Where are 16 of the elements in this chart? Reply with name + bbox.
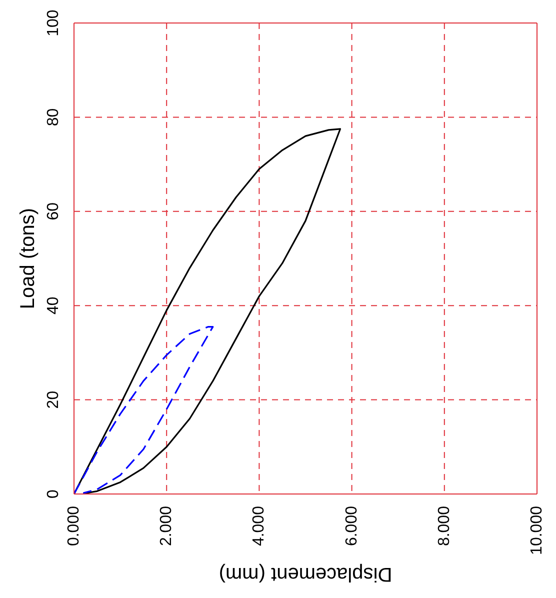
x-tick-label: 2.000 [158, 506, 176, 546]
y-tick-label: 60 [45, 202, 62, 220]
line-series [74, 326, 214, 494]
y-axis-title: Load (tons) [17, 208, 39, 310]
y-tick-label: 0 [45, 489, 62, 498]
y-tick-label: 80 [45, 108, 62, 126]
x-tick-label: 6.000 [343, 506, 360, 546]
line-series [74, 128, 342, 494]
x-axis-title: Displacement (mm) [218, 563, 392, 585]
x-tick-label: 4.000 [250, 506, 268, 546]
y-tick-label: 40 [45, 296, 62, 314]
y-tick-label: 20 [45, 390, 62, 409]
x-tick-label: 8.000 [436, 506, 453, 546]
y-tick-label: 100 [45, 10, 62, 36]
x-tick-label: 10.000 [528, 506, 546, 555]
x-tick-label: 0.000 [66, 506, 82, 546]
